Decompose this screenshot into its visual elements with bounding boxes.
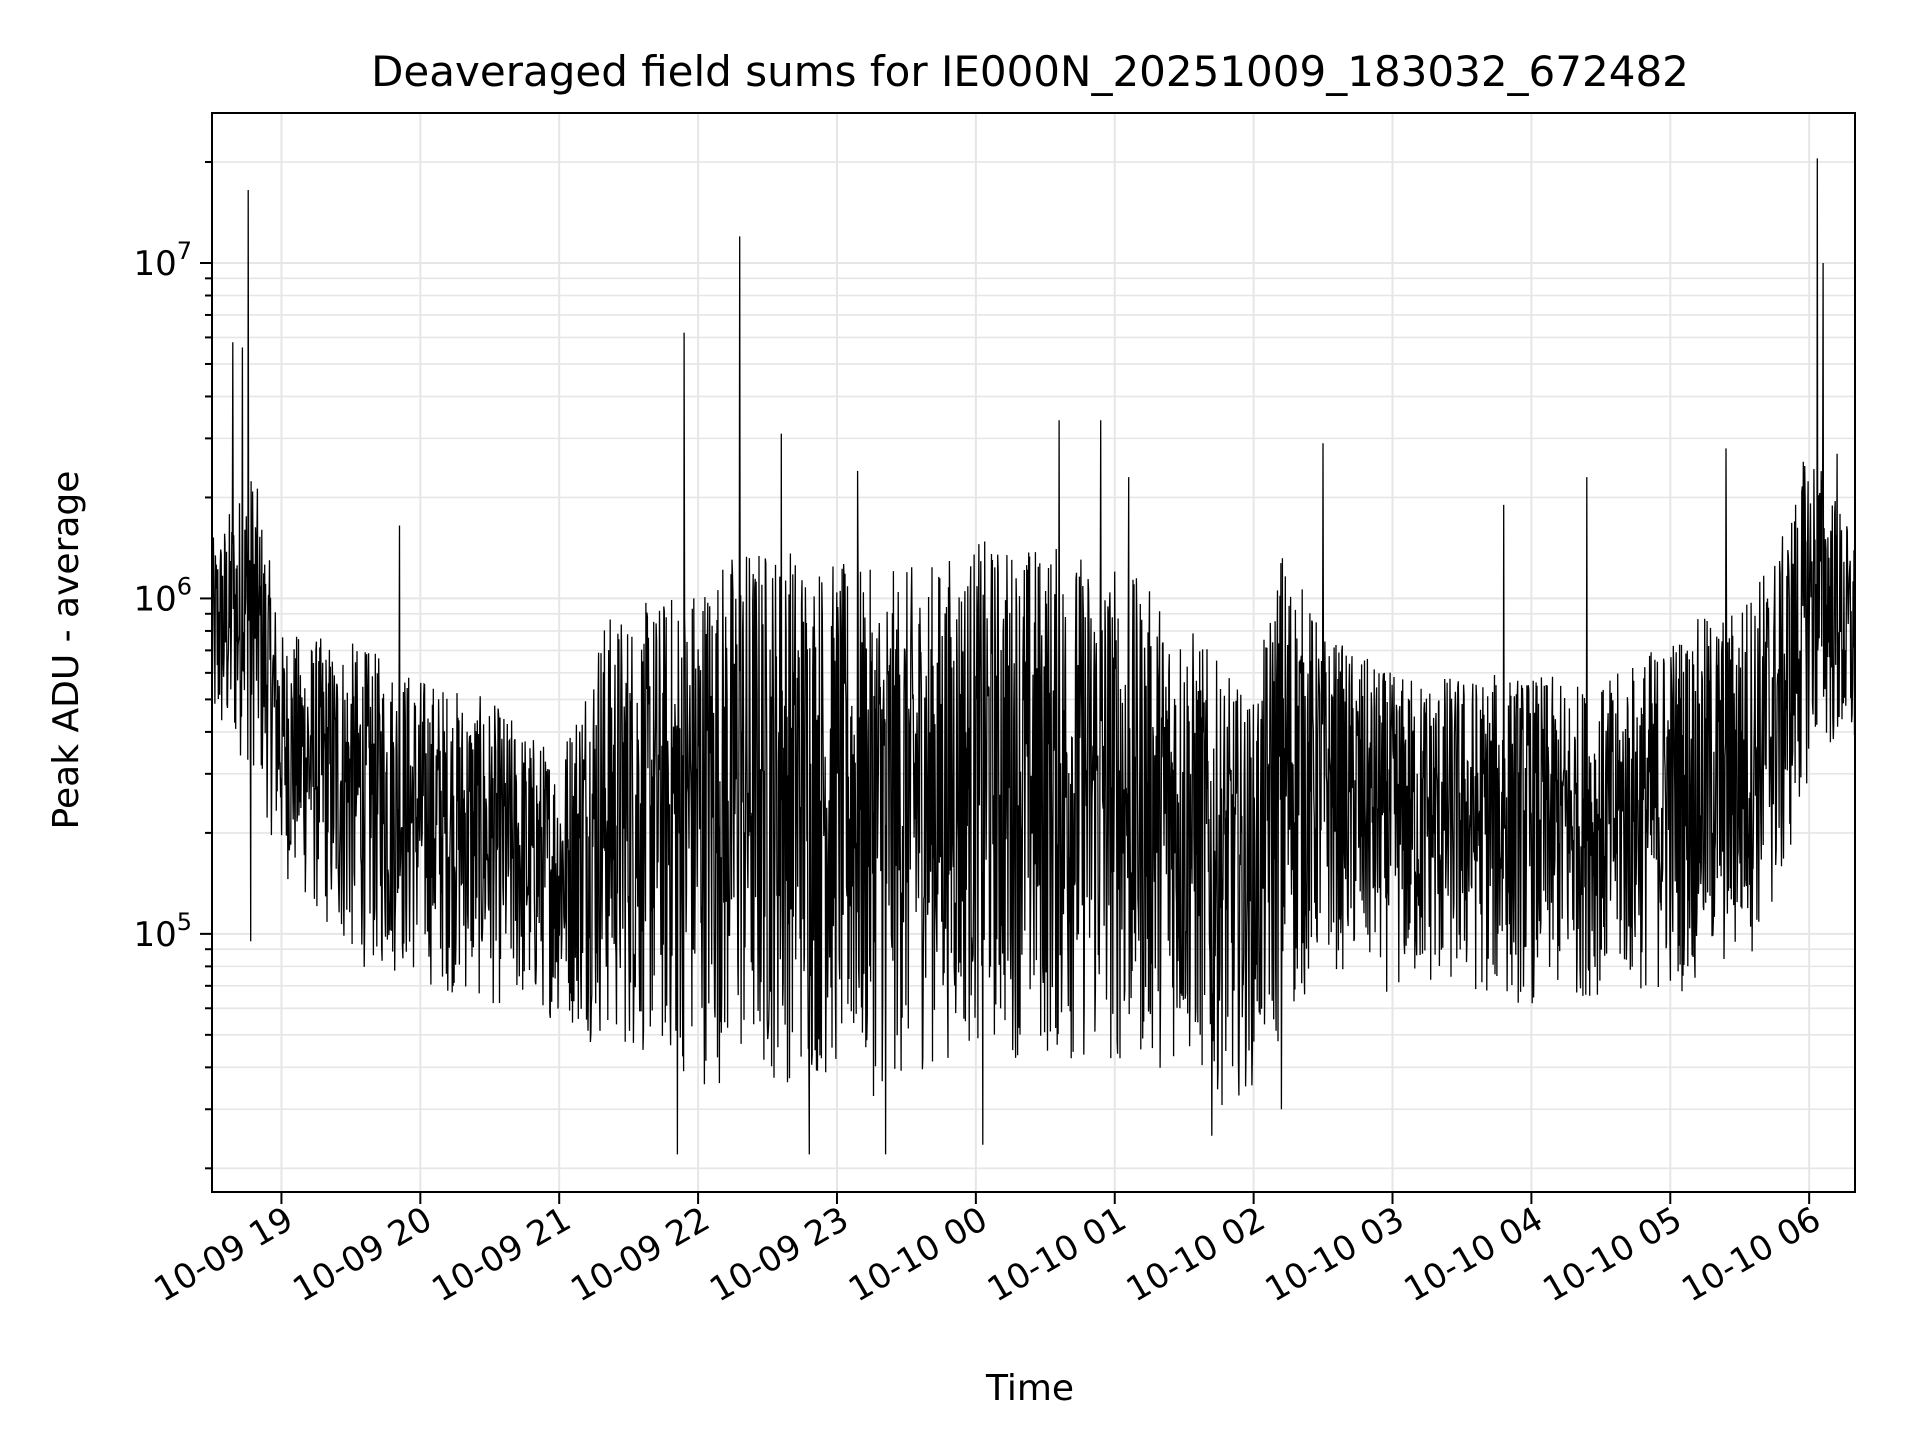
series-line xyxy=(212,158,1855,1155)
y-tick-base: 10 xyxy=(133,244,176,284)
y-tick-base: 10 xyxy=(133,579,176,619)
plot-frame xyxy=(211,112,1856,1193)
y-tick-exponent: 6 xyxy=(177,572,192,600)
x-axis-label: Time xyxy=(985,1368,1074,1409)
series-path xyxy=(212,158,1855,1155)
y-tick-label: 105 xyxy=(133,908,192,955)
chart-title: Deaveraged field sums for IE000N_2025100… xyxy=(371,47,1689,96)
y-axis-label: Peak ADU - average xyxy=(46,471,87,830)
y-tick-label: 107 xyxy=(133,237,192,284)
y-tick-exponent: 7 xyxy=(177,237,192,265)
y-tick-exponent: 5 xyxy=(177,908,192,936)
y-tick-label: 106 xyxy=(133,572,192,619)
y-tick-base: 10 xyxy=(133,915,176,955)
